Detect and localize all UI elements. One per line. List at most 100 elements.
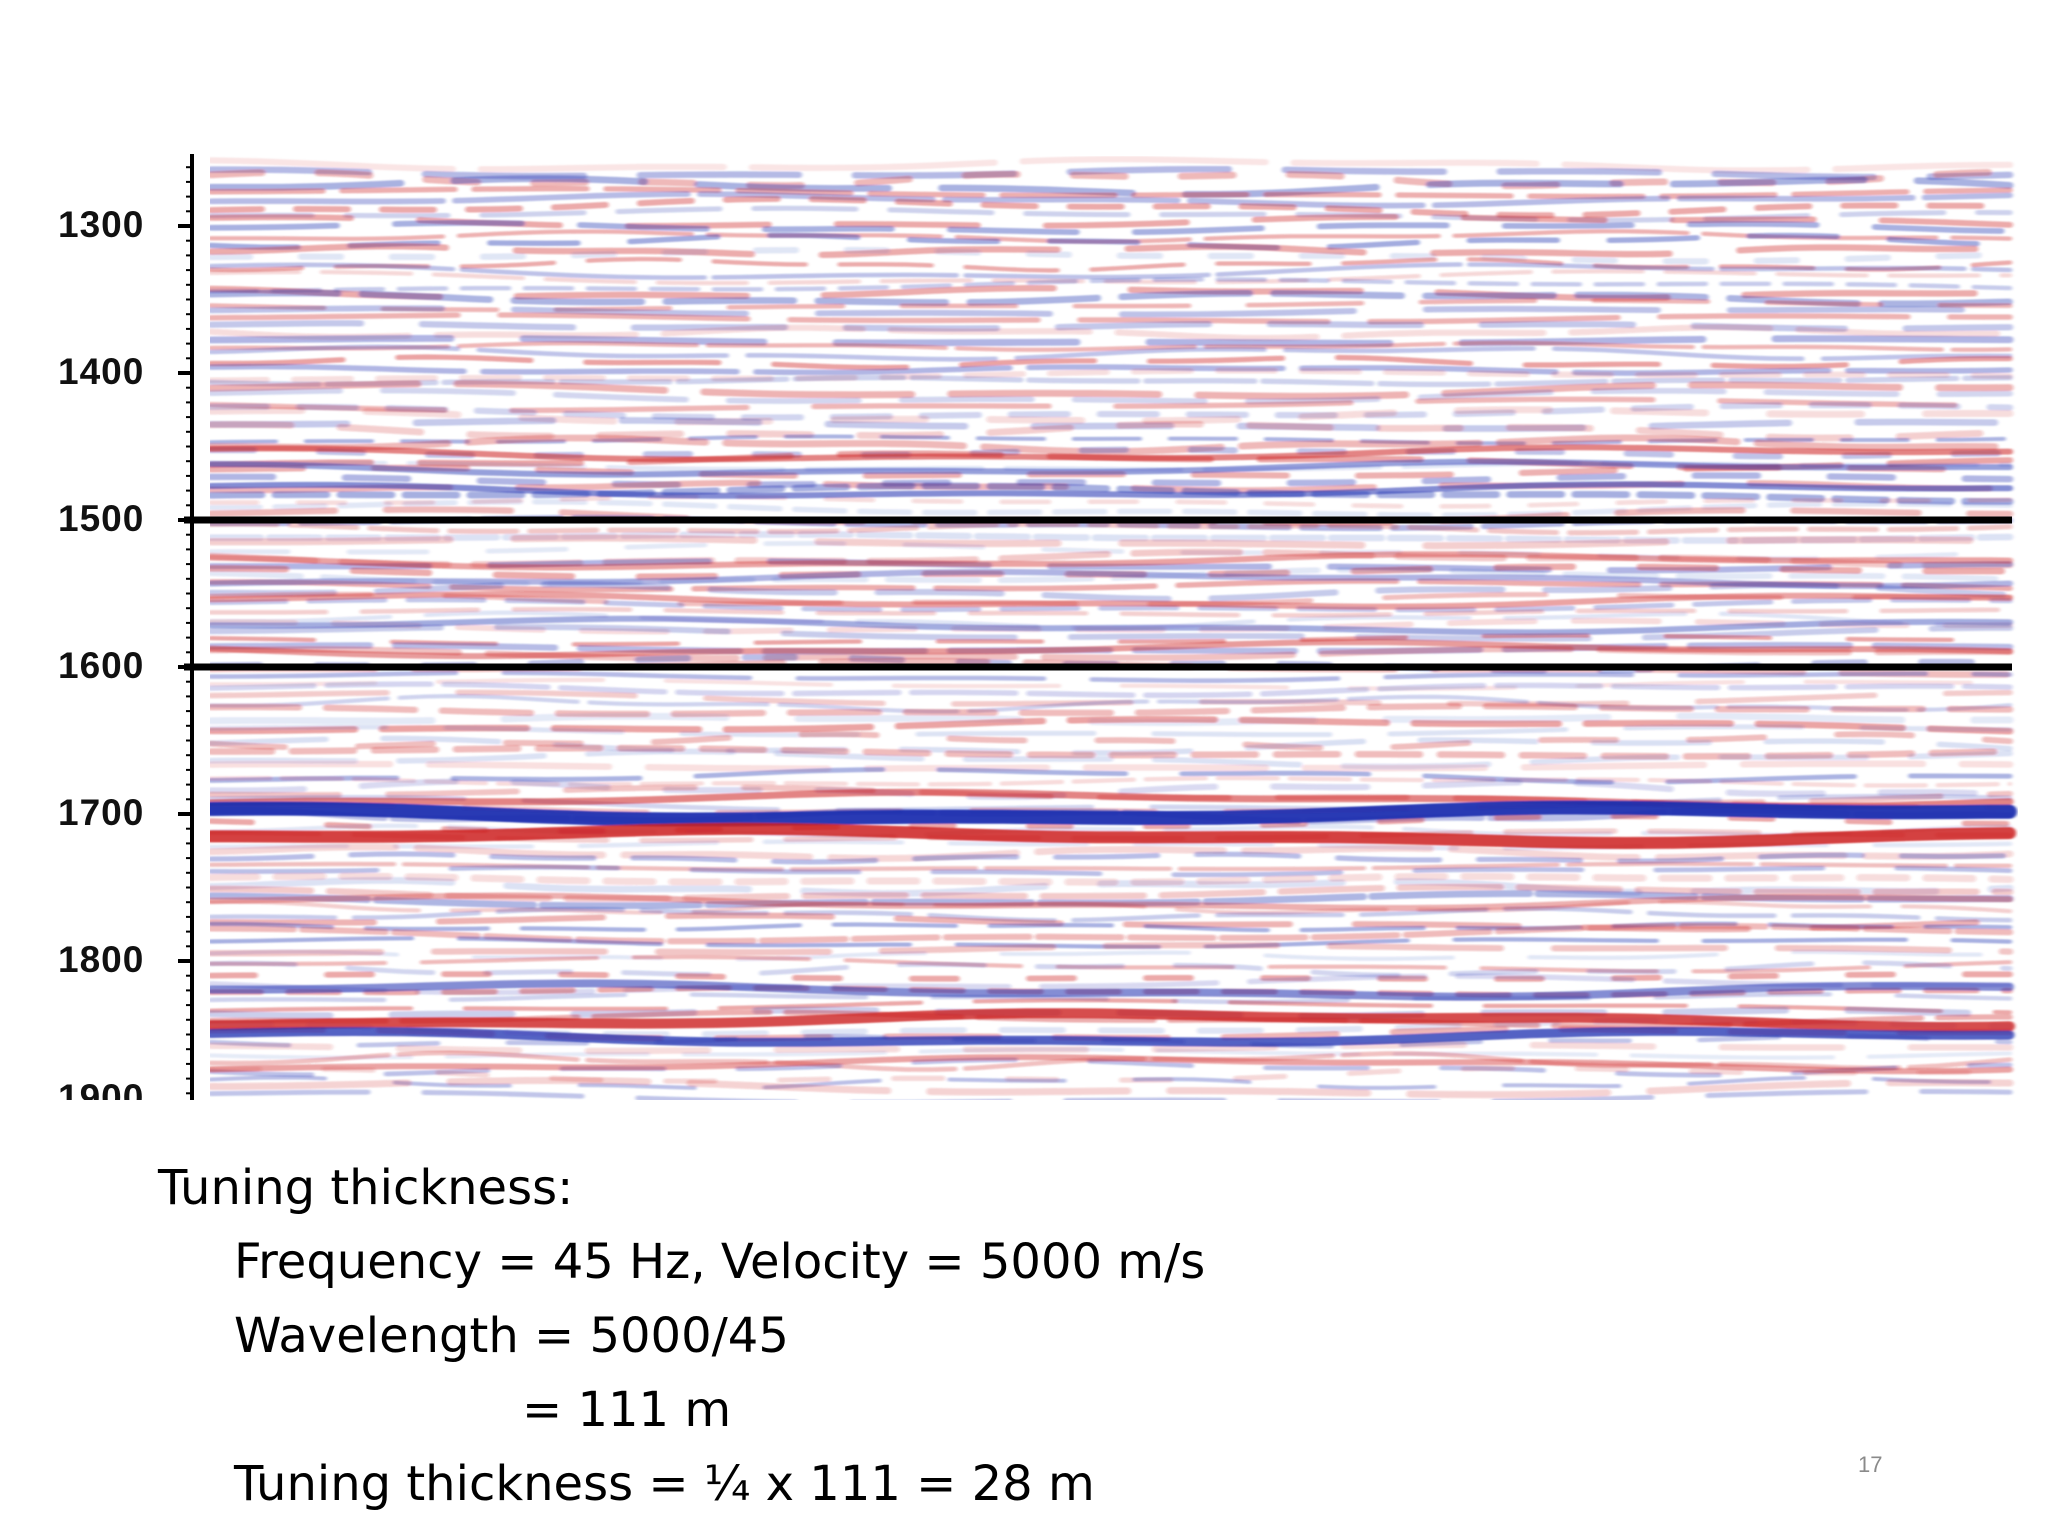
reflection-event: [210, 912, 2014, 933]
reflection-event: [210, 262, 2013, 280]
reflection-event: [210, 923, 2014, 945]
axis-tick-label: 1900: [58, 1078, 145, 1100]
reflection-event: [210, 1057, 2013, 1078]
reflection-event: [210, 800, 2017, 827]
axis-tick-label: 1700: [58, 792, 145, 833]
reflection-event: [210, 979, 2014, 1001]
axis-tick-label: 1800: [58, 939, 145, 980]
reflection-event: [210, 681, 2013, 698]
reflection-event: [210, 277, 2013, 294]
reflection-event: [210, 156, 2014, 174]
time-axis: [178, 154, 194, 1100]
reflection-event: [210, 481, 2013, 499]
reflection-event: [210, 340, 2013, 352]
reflection-event: [210, 168, 2014, 190]
reflection-event: [210, 354, 2013, 371]
reflection-event: [210, 960, 2013, 978]
reflection-event: [210, 256, 2013, 273]
reflection-event: [210, 417, 2014, 432]
reflection-event: [210, 195, 2013, 219]
reflection-event: [210, 1076, 2014, 1099]
heading-text: Tuning thickness:: [158, 1160, 574, 1216]
reflection-event: [210, 312, 2013, 325]
reflection-event: [210, 1026, 2015, 1047]
reflection-event: [210, 380, 2014, 400]
reflection-event: [210, 344, 2013, 362]
axis-tick-label: 1600: [58, 645, 145, 686]
reflection-event: [210, 731, 2013, 752]
reflection-event: [210, 744, 2014, 760]
reflection-event: [210, 851, 2013, 865]
reflection-event: [210, 1054, 2013, 1075]
reflection-event: [210, 175, 2014, 198]
reflection-event: [210, 232, 2013, 251]
reflection-event: [210, 843, 2014, 862]
frequency-velocity-line: Frequency = 45 Hz, Velocity = 5000 m/s: [234, 1234, 1206, 1290]
axis-tick-label: 1300: [58, 204, 145, 245]
reflection-event: [210, 822, 2016, 850]
reflection-event: [210, 942, 2014, 957]
reflection-event: [210, 298, 2013, 313]
reflection-event: [210, 246, 2014, 265]
reflection-event: [210, 387, 2013, 405]
reflection-event: [210, 892, 2013, 911]
reflection-event: [210, 1006, 2014, 1020]
reflection-event: [210, 906, 2013, 923]
reflection-event: [210, 724, 2013, 738]
reflection-event: [210, 677, 2013, 691]
tuning-thickness-result-line: Tuning thickness = ¼ x 111 = 28 m: [234, 1456, 1095, 1512]
reflection-event: [210, 1041, 2014, 1055]
seismic-section-figure: 1300 1400 1500 1600 1700 1800 1900: [0, 150, 2048, 1100]
reflection-event: [210, 591, 2013, 610]
reflection-event: [210, 220, 2013, 236]
reflection-event: [210, 521, 2013, 536]
reflection-event: [210, 998, 2013, 1015]
reflection-event: [210, 367, 2013, 384]
reflection-event: [210, 363, 2013, 376]
reflection-event: [210, 324, 2013, 341]
reflection-event: [210, 568, 2013, 589]
axis-tick-label: 1500: [58, 498, 145, 539]
reflection-event: [210, 581, 2014, 603]
reflection-event: [210, 446, 2014, 460]
reflection-event: [210, 401, 2014, 421]
axis-tick-clip: 1900: [40, 1078, 210, 1100]
reflection-event: [210, 694, 2013, 714]
reflection-event: [210, 551, 2013, 571]
reflection-event: [210, 639, 2013, 660]
reflection-event: [210, 703, 2014, 718]
wavelength-result-line: = 111 m: [522, 1382, 732, 1438]
page-number: 17: [1858, 1452, 1883, 1477]
reflection-event: [210, 472, 2014, 489]
reflection-event: [210, 1089, 2013, 1100]
reflection-event: [210, 531, 2014, 544]
reflection-event: [210, 864, 2013, 878]
reflection-event: [210, 444, 2013, 463]
reflection-event: [210, 191, 2013, 209]
reflection-event: [210, 1075, 2013, 1091]
reflection-event: [210, 670, 2013, 683]
reflection-event: [210, 499, 2013, 518]
reflection-event: [210, 1008, 2015, 1033]
reflection-event: [210, 482, 2014, 505]
axis-tick-label: 1400: [58, 351, 145, 392]
reflection-event: [210, 615, 2013, 636]
reflection-event: [210, 775, 2013, 788]
reflection-event: [210, 973, 2013, 996]
reflection-event: [210, 420, 2014, 442]
seismic-section-svg: [178, 154, 2018, 1100]
reflection-event: [210, 1065, 2013, 1084]
reflection-event: [210, 633, 2013, 647]
horizon-markers: [184, 516, 2012, 671]
wavelength-line: Wavelength = 5000/45: [234, 1308, 789, 1364]
reflection-event: [210, 541, 2013, 562]
reflection-event: [210, 949, 2013, 962]
reflection-events: [210, 156, 2017, 1100]
reflection-event: [210, 748, 2013, 770]
reflection-event: [210, 992, 2013, 1005]
reflection-event: [210, 597, 2013, 613]
reflection-event: [210, 760, 2014, 772]
reflection-event: [210, 794, 2013, 813]
reflection-event: [210, 458, 2013, 478]
